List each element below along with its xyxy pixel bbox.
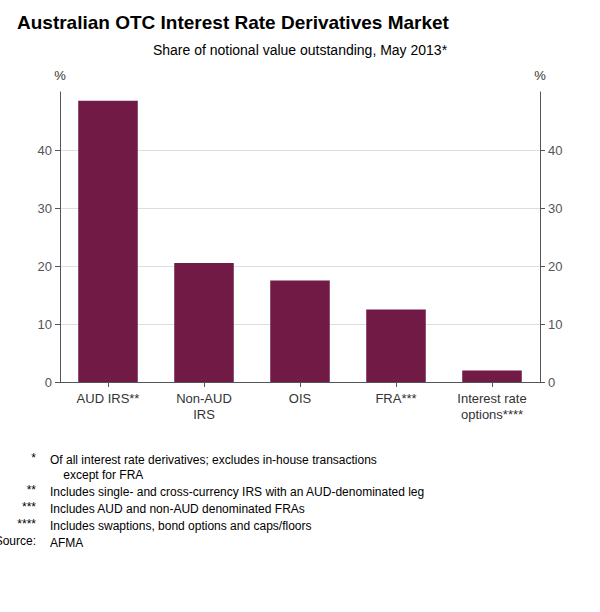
svg-text:****: **** [17,517,36,531]
svg-text:Includes AUD and non-AUD denom: Includes AUD and non-AUD denominated FRA… [50,502,305,516]
svg-text:Share of notional value outsta: Share of notional value outstanding, May… [153,42,448,58]
svg-text:AFMA: AFMA [50,536,83,550]
svg-text:%: % [534,68,546,83]
svg-text:20: 20 [38,259,52,274]
svg-text:Australian OTC Interest Rate D: Australian OTC Interest Rate Derivatives… [17,12,450,33]
svg-text:10: 10 [38,317,52,332]
svg-text:40: 40 [548,143,562,158]
svg-text:*: * [31,451,36,465]
svg-text:Source:: Source: [0,534,36,548]
svg-text:Non-AUD: Non-AUD [176,391,232,406]
svg-text:IRS: IRS [193,407,215,422]
svg-text:OIS: OIS [289,391,312,406]
svg-text:except for FRA: except for FRA [50,468,143,482]
svg-text:20: 20 [548,259,562,274]
svg-text:10: 10 [548,317,562,332]
svg-text:Of all interest rate derivativ: Of all interest rate derivatives; exclud… [50,453,377,467]
svg-text:0: 0 [548,375,555,390]
svg-text:Includes swaptions, bond optio: Includes swaptions, bond options and cap… [50,519,312,533]
svg-text:FRA***: FRA*** [375,391,416,406]
svg-text:0: 0 [45,375,52,390]
svg-text:***: *** [22,500,36,514]
svg-text:AUD IRS**: AUD IRS** [77,391,140,406]
svg-text:40: 40 [38,143,52,158]
svg-text:**: ** [27,483,37,497]
svg-text:options****: options**** [461,407,523,422]
svg-text:30: 30 [38,201,52,216]
svg-text:30: 30 [548,201,562,216]
svg-text:Interest rate: Interest rate [457,391,526,406]
svg-text:%: % [54,68,66,83]
svg-text:Includes single- and cross-cur: Includes single- and cross-currency IRS … [50,485,424,499]
